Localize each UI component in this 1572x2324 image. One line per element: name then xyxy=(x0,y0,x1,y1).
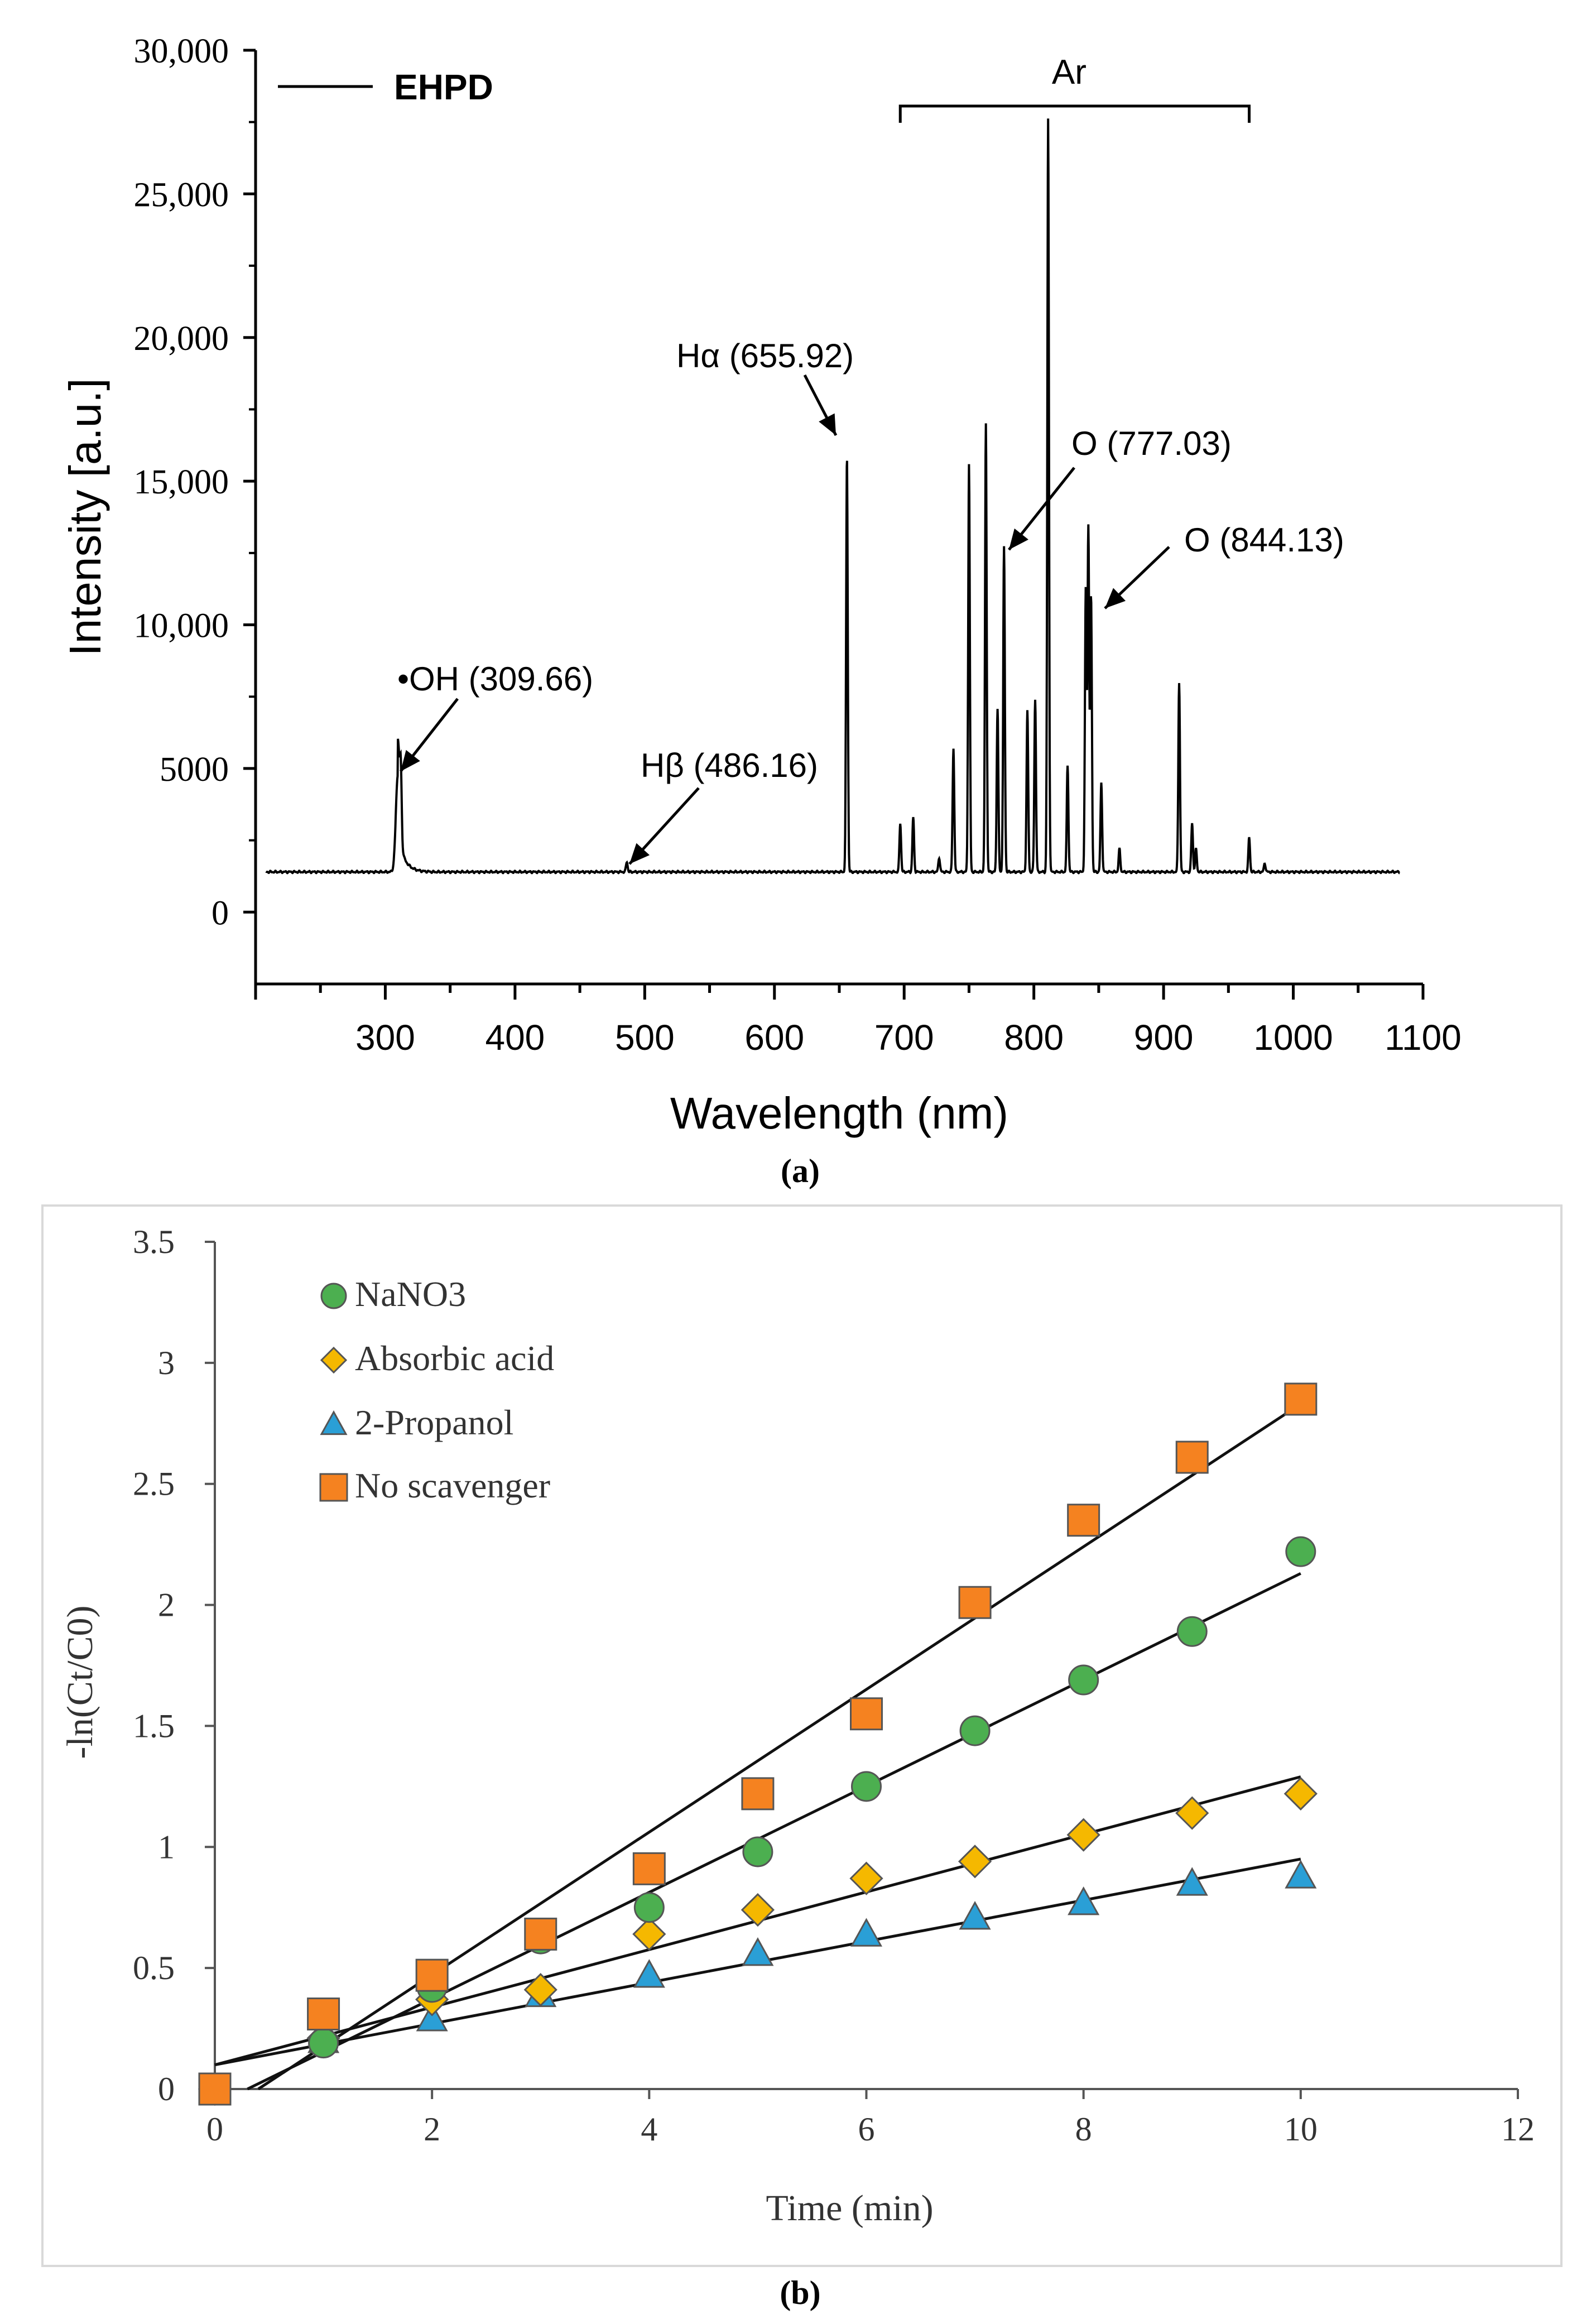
y-tick-label: 0 xyxy=(158,2071,175,2107)
data-point-triangle xyxy=(416,2003,448,2032)
data-point-circle xyxy=(959,1715,991,1746)
data-point-triangle xyxy=(850,1918,883,1947)
peak-annotation-label: O (777.03) xyxy=(1071,425,1232,462)
annotation-arrow-head xyxy=(629,843,650,864)
annotation-arrow-head xyxy=(1009,528,1028,550)
data-point-square xyxy=(1067,1504,1100,1537)
data-point-square xyxy=(741,1777,775,1811)
panel-b-frame xyxy=(41,1204,1563,2267)
y-tick-label: 25,000 xyxy=(134,176,229,214)
y-tick-label: 10,000 xyxy=(134,607,229,645)
data-point-triangle xyxy=(1285,1860,1317,1889)
data-point-diamond xyxy=(849,1861,883,1895)
data-point-triangle xyxy=(1176,1867,1208,1896)
panel-b-caption: (b) xyxy=(780,2274,820,2311)
data-point-circle xyxy=(1176,1616,1208,1647)
annotation-arrow-head xyxy=(1105,588,1126,608)
x-tick-label: 2 xyxy=(424,2111,440,2148)
y-axis-title: -ln(Ct/C0) xyxy=(60,1606,100,1759)
y-axis-title: Intensity [a.u.] xyxy=(60,378,110,656)
data-point-diamond xyxy=(1175,1796,1209,1830)
data-point-square xyxy=(1284,1382,1318,1416)
y-tick-label: 2 xyxy=(158,1587,175,1624)
legend-marker-circle xyxy=(320,1283,347,1309)
data-point-square xyxy=(958,1586,992,1619)
legend-label: 2-Propanol xyxy=(355,1403,513,1442)
y-tick-label: 0.5 xyxy=(133,1950,175,1986)
legend-marker-triangle xyxy=(320,1410,348,1435)
data-point-circle xyxy=(308,2028,339,2059)
x-tick-label: 12 xyxy=(1501,2111,1535,2148)
x-tick-label: 1100 xyxy=(1384,1017,1462,1058)
data-point-triangle xyxy=(1068,1886,1100,1915)
peak-annotation-label: Hβ (486.16) xyxy=(641,747,818,784)
annotation-arrow-head xyxy=(401,750,420,771)
x-tick-label: 400 xyxy=(485,1017,545,1058)
data-point-square xyxy=(415,1958,449,1992)
panel-a-caption: (a) xyxy=(781,1153,820,1189)
y-tick-label: 0 xyxy=(211,894,229,932)
data-point-triangle xyxy=(959,1900,991,1930)
ar-bracket xyxy=(898,104,1251,123)
legend-label: Absorbic acid xyxy=(355,1338,554,1378)
data-point-square xyxy=(1175,1441,1209,1474)
y-tick-label: 5000 xyxy=(160,751,229,789)
data-point-square xyxy=(632,1852,666,1885)
x-tick-label: 8 xyxy=(1075,2111,1092,2148)
x-tick-label: 800 xyxy=(1004,1017,1064,1058)
data-point-circle xyxy=(851,1771,882,1802)
data-point-circle xyxy=(1285,1536,1316,1567)
y-tick-label: 1 xyxy=(158,1828,175,1865)
legend-marker-diamond xyxy=(320,1346,348,1374)
data-point-square xyxy=(524,1917,557,1951)
x-tick-label: 6 xyxy=(858,2111,875,2148)
ar-bracket-label: Ar xyxy=(1052,53,1087,92)
legend-marker-square xyxy=(319,1473,348,1502)
y-tick-label: 30,000 xyxy=(134,32,229,70)
legend-label: NaNO3 xyxy=(355,1274,466,1314)
x-tick-label: 300 xyxy=(355,1017,415,1058)
x-axis-title: Time (min) xyxy=(766,2188,933,2229)
y-tick-label: 1.5 xyxy=(133,1707,175,1744)
y-tick-label: 20,000 xyxy=(134,320,229,358)
data-point-diamond xyxy=(632,1917,666,1951)
data-point-diamond xyxy=(741,1893,775,1927)
data-point-circle xyxy=(742,1836,773,1867)
x-tick-label: 700 xyxy=(874,1017,934,1058)
data-point-triangle xyxy=(742,1937,774,1966)
spectrum-line xyxy=(265,118,1401,875)
peak-annotation-label: •OH (309.66) xyxy=(397,660,593,698)
panel-a-spectrum: 0 5000 10,000 15,000 20,000 25,000 30,000 300 40… xyxy=(60,32,1462,1189)
y-tick-label: 2.5 xyxy=(133,1466,175,1502)
x-tick-label: 0 xyxy=(206,2111,223,2148)
x-tick-label: 4 xyxy=(641,2111,657,2148)
x-tick-label: 900 xyxy=(1134,1017,1194,1058)
x-axis-title: Wavelength (nm) xyxy=(670,1088,1008,1138)
data-point-square xyxy=(307,1998,340,2031)
data-point-diamond xyxy=(958,1845,992,1879)
peak-annotation-label: O (844.13) xyxy=(1184,521,1344,559)
data-point-triangle xyxy=(633,1959,665,1988)
data-point-square xyxy=(850,1697,883,1731)
annotation-arrow-head xyxy=(819,413,836,435)
panel-b-kinetics: 0 0.5 1 1.5 2 2.5 3 3.5 0 2 4 6 8 10 12 Time (min) -ln(C… xyxy=(41,1204,1563,2311)
y-tick-label: 3.5 xyxy=(133,1223,175,1260)
x-tick-label: 1000 xyxy=(1253,1017,1333,1058)
data-point-diamond xyxy=(1066,1818,1100,1852)
x-tick-label: 10 xyxy=(1284,2111,1318,2148)
x-tick-label: 500 xyxy=(615,1017,675,1058)
y-tick-label: 15,000 xyxy=(134,463,229,501)
x-tick-label: 600 xyxy=(744,1017,804,1058)
peak-annotation-label: Hα (655.92) xyxy=(676,337,854,374)
data-point-circle xyxy=(1068,1664,1099,1696)
data-point-diamond xyxy=(523,1973,557,2007)
legend-label: No scavenger xyxy=(355,1466,550,1505)
data-point-diamond xyxy=(1283,1776,1318,1811)
legend-label: EHPD xyxy=(394,67,493,107)
y-tick-label: 3 xyxy=(158,1345,175,1381)
data-point-square xyxy=(198,2072,232,2106)
data-point-circle xyxy=(633,1892,665,1923)
